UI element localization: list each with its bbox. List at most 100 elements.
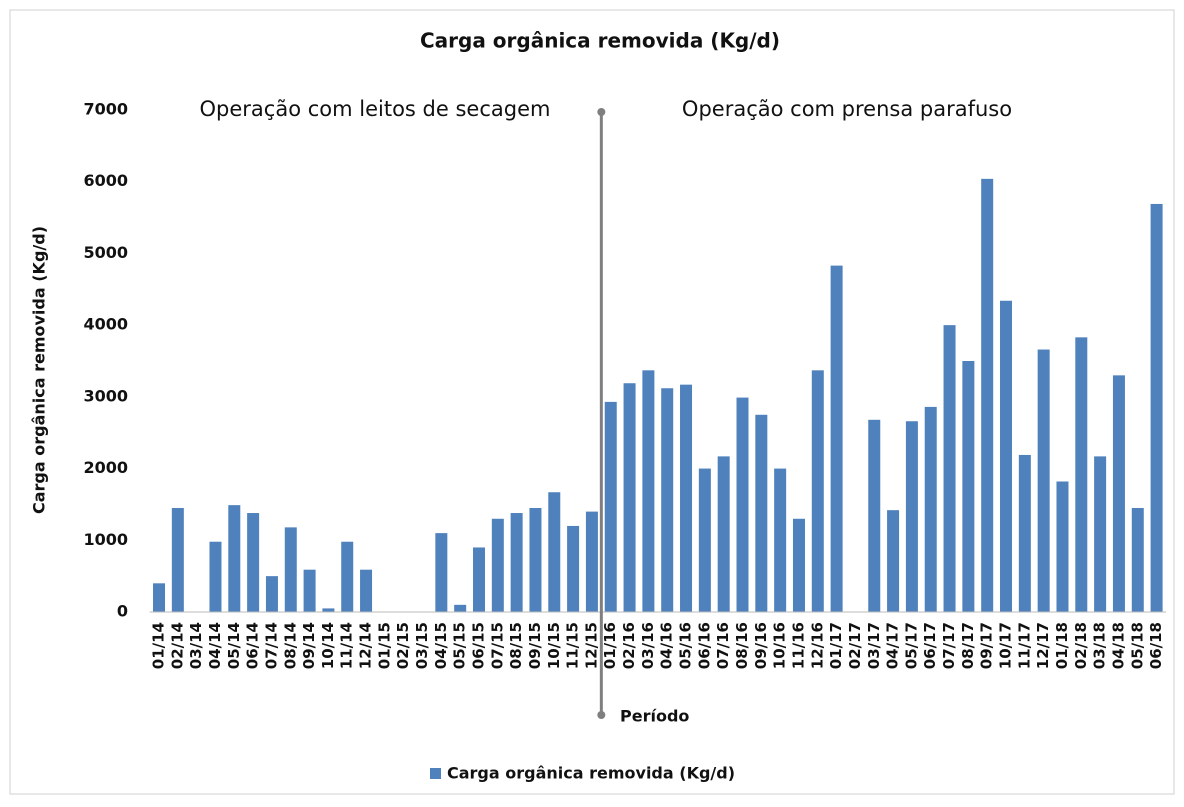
bar: [284, 527, 297, 612]
bar: [1094, 456, 1107, 612]
x-tick-label: 04/14: [206, 622, 224, 669]
bar: [1056, 481, 1069, 612]
bar: [265, 576, 278, 612]
bar: [228, 505, 241, 612]
bar: [1075, 337, 1088, 612]
x-tick-label: 08/15: [507, 622, 525, 669]
annotation: Operação com leitos de secagem: [200, 97, 551, 121]
divider-end: [597, 711, 606, 719]
bar: [623, 383, 636, 612]
y-tick-label: 7000: [83, 100, 128, 119]
x-tick-label: 03/16: [639, 622, 657, 669]
x-tick-label: 04/18: [1109, 622, 1127, 669]
x-tick-label: 04/17: [884, 622, 902, 669]
bar: [529, 508, 542, 612]
x-tick-label: 09/14: [300, 622, 318, 669]
x-tick-label: 02/14: [168, 622, 186, 669]
bar: [736, 397, 749, 612]
x-tick-label: 07/17: [940, 622, 958, 669]
x-tick-label: 05/14: [225, 622, 243, 669]
x-tick-label: 02/15: [394, 622, 412, 669]
bar: [604, 401, 617, 612]
x-tick-label: 12/15: [582, 622, 600, 669]
y-tick-label: 1000: [83, 530, 128, 549]
x-tick-label: 03/17: [865, 622, 883, 669]
bar: [548, 492, 561, 612]
bar: [661, 388, 674, 612]
x-tick-label: 06/14: [244, 622, 262, 669]
chart-border: [9, 9, 1175, 795]
x-tick-label: 05/18: [1128, 622, 1146, 669]
x-tick-label: 02/17: [846, 622, 864, 669]
x-tick-label: 03/14: [187, 622, 205, 669]
bar: [1112, 375, 1125, 612]
x-tick-label: 11/15: [564, 622, 582, 669]
bar: [303, 569, 316, 612]
x-tick-label: 05/17: [902, 622, 920, 669]
x-tick-label: 10/16: [771, 622, 789, 669]
bar: [585, 511, 598, 612]
bar: [472, 547, 485, 612]
bar: [510, 513, 523, 612]
bar: [943, 325, 956, 612]
x-tick-label: 03/15: [413, 622, 431, 669]
x-tick-label: 01/18: [1053, 622, 1071, 669]
x-tick-label: 05/15: [451, 622, 469, 669]
bar: [171, 508, 184, 612]
x-tick-label: 10/15: [545, 622, 563, 669]
bar: [830, 265, 843, 612]
x-tick-label: 06/17: [921, 622, 939, 669]
bar: [642, 370, 655, 612]
legend-swatch: [430, 768, 441, 779]
annotation: Operação com prensa parafuso: [682, 97, 1012, 121]
x-tick-label: 12/17: [1034, 622, 1052, 669]
x-tick-label: 06/15: [469, 622, 487, 669]
bar: [435, 533, 448, 612]
x-tick-label: 09/15: [526, 622, 544, 669]
bar: [360, 569, 373, 612]
divider-end: [597, 108, 606, 116]
x-tick-label: 03/18: [1091, 622, 1109, 669]
bar: [868, 419, 881, 612]
bar: [887, 510, 900, 612]
y-tick-label: 3000: [83, 386, 128, 405]
bar: [491, 518, 504, 612]
x-tick-label: 12/16: [808, 622, 826, 669]
x-tick-label: 10/14: [319, 622, 337, 669]
x-tick-label: 02/16: [620, 622, 638, 669]
bar: [792, 518, 805, 612]
bar: [698, 468, 711, 612]
x-tick-label: 08/14: [281, 622, 299, 669]
x-tick-label: 09/17: [978, 622, 996, 669]
y-tick-label: 6000: [83, 171, 128, 190]
legend-label: Carga orgânica removida (Kg/d): [447, 764, 735, 783]
x-tick-label: 01/14: [150, 622, 168, 669]
x-tick-label: 04/15: [432, 622, 450, 669]
x-tick-label: 06/16: [695, 622, 713, 669]
bar: [1037, 349, 1050, 612]
bar: [717, 456, 730, 612]
x-tick-label: 02/18: [1072, 622, 1090, 669]
y-tick-label: 4000: [83, 315, 128, 334]
x-tick-label: 12/14: [357, 622, 375, 669]
bar: [905, 421, 918, 612]
bar: [680, 384, 693, 612]
bar: [1000, 300, 1013, 612]
x-tick-label: 08/17: [959, 622, 977, 669]
bar: [774, 468, 787, 612]
x-tick-label: 01/17: [827, 622, 845, 669]
y-axis-label: Carga orgânica removida (Kg/d): [30, 226, 49, 514]
bar: [755, 414, 768, 612]
y-tick-label: 2000: [83, 458, 128, 477]
bar: [1131, 508, 1144, 612]
x-axis-label: Período: [620, 707, 689, 726]
y-tick-label: 0: [117, 602, 128, 621]
bar: [209, 541, 222, 612]
bar: [1018, 454, 1031, 612]
bar: [1150, 203, 1163, 612]
x-tick-label: 01/15: [375, 622, 393, 669]
x-tick-label: 04/16: [658, 622, 676, 669]
bar: [153, 583, 166, 612]
bar: [811, 370, 824, 612]
